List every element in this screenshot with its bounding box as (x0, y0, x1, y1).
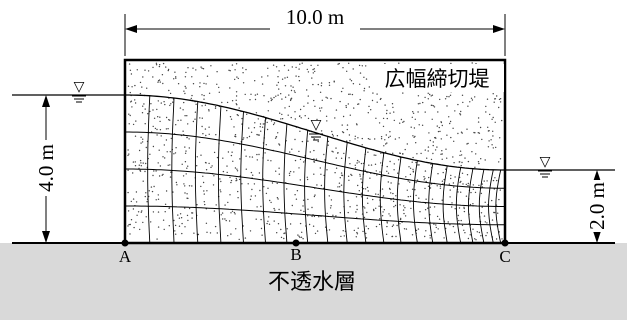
impermeable-layer (0, 243, 627, 320)
width-dimension: 10.0 m (124, 5, 506, 56)
point-c-label: C (499, 247, 510, 266)
svg-text:▽: ▽ (311, 117, 322, 133)
upstream-depth-dimension: 4.0 m (34, 95, 58, 243)
svg-text:▽: ▽ (74, 79, 85, 95)
levee-outline (123, 58, 507, 245)
downstream-depth-dimension: 2.0 m (585, 170, 609, 243)
point-a-marker (121, 239, 129, 247)
width-dimension-label: 10.0 m (286, 5, 344, 29)
point-c-marker (501, 239, 509, 247)
point-a-label: A (119, 247, 132, 266)
downstream-water-level-icon: ▽ (538, 154, 552, 178)
flow-net (125, 94, 506, 244)
upstream-depth-label: 4.0 m (34, 144, 58, 192)
seepage-line-water-level-icon: ▽ (309, 117, 323, 141)
impermeable-layer-label: 不透水層 (268, 270, 356, 295)
upstream-water-level-icon: ▽ (72, 79, 86, 103)
svg-text:▽: ▽ (540, 154, 551, 170)
levee-label: 広幅締切堤 (385, 67, 490, 91)
downstream-depth-label: 2.0 m (585, 182, 609, 230)
point-b-marker (292, 239, 300, 247)
point-b-label: B (290, 245, 301, 264)
